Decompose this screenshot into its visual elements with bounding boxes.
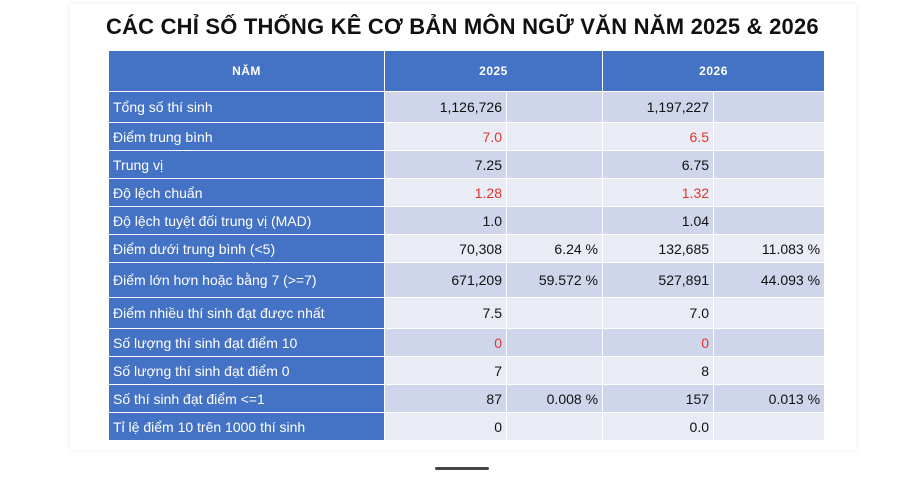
value-2025: 671,209 — [384, 262, 507, 298]
value-2026: 0 — [602, 328, 715, 357]
value-2025: 7 — [384, 356, 507, 385]
table-row: Điểm dưới trung bình (<5) 70,308 6.24 % 132… — [108, 234, 826, 263]
table-row: Điểm nhiều thí sinh đạt được nhất 7.5 7.0 — [108, 297, 826, 329]
percent-2026: 11.083 % — [713, 234, 826, 263]
value-2026: 6.75 — [602, 150, 715, 179]
value-2026: 1.04 — [602, 206, 715, 235]
percent-2025 — [505, 178, 604, 207]
percent-2025 — [505, 150, 604, 179]
value-2026: 157 — [602, 384, 715, 413]
table-row: Tổng số thí sinh 1,126,726 1,197,227 — [108, 91, 826, 123]
value-2026: 7.0 — [602, 297, 715, 329]
statistics-table: NĂM 2025 2026 Tổng số thí sinh 1,126,726 1… — [108, 50, 826, 441]
value-2025: 7.5 — [384, 297, 507, 329]
row-label: Số thí sinh đạt điểm <=1 — [108, 384, 385, 413]
table-row: Độ lệch chuẩn 1.28 1.32 — [108, 178, 826, 207]
value-2025: 87 — [384, 384, 507, 413]
row-label: Trung vị — [108, 150, 385, 179]
percent-2026 — [713, 328, 826, 357]
percent-2025 — [505, 297, 604, 329]
table-row: Điểm trung bình 7.0 6.5 — [108, 122, 826, 151]
value-2026: 6.5 — [602, 122, 715, 151]
row-label: Điểm nhiều thí sinh đạt được nhất — [108, 297, 385, 329]
percent-2026: 0.013 % — [713, 384, 826, 413]
value-2025: 70,308 — [384, 234, 507, 263]
scroll-indicator — [435, 467, 489, 470]
percent-2025 — [505, 91, 604, 123]
percent-2025: 0.008 % — [505, 384, 604, 413]
percent-2026 — [713, 91, 826, 123]
value-2026: 0.0 — [602, 412, 715, 441]
row-label: Điểm dưới trung bình (<5) — [108, 234, 385, 263]
percent-2025 — [505, 206, 604, 235]
value-2025: 1.0 — [384, 206, 507, 235]
header-2025: 2025 — [383, 50, 604, 92]
percent-2025: 59.572 % — [505, 262, 604, 298]
percent-2025 — [505, 412, 604, 441]
header-year: NĂM — [108, 50, 385, 92]
percent-2025 — [505, 328, 604, 357]
row-label: Điểm lớn hơn hoặc bằng 7 (>=7) — [108, 262, 385, 298]
percent-2026 — [713, 206, 826, 235]
value-2025: 7.25 — [384, 150, 507, 179]
row-label: Tổng số thí sinh — [108, 91, 385, 123]
percent-2025 — [505, 356, 604, 385]
value-2025: 1,126,726 — [384, 91, 507, 123]
value-2026: 1.32 — [602, 178, 715, 207]
percent-2026 — [713, 297, 826, 329]
percent-2026 — [713, 150, 826, 179]
percent-2026 — [713, 356, 826, 385]
header-2026: 2026 — [602, 50, 826, 92]
value-2025: 7.0 — [384, 122, 507, 151]
table-row: Tỉ lệ điểm 10 trên 1000 thí sinh 0 0.0 — [108, 412, 826, 441]
table-row: Độ lệch tuyệt đối trung vị (MAD) 1.0 1.04 — [108, 206, 826, 235]
value-2026: 527,891 — [602, 262, 715, 298]
value-2025: 1.28 — [384, 178, 507, 207]
value-2025: 0 — [384, 328, 507, 357]
row-label: Tỉ lệ điểm 10 trên 1000 thí sinh — [108, 412, 385, 441]
table-row: Số lượng thí sinh đạt điểm 10 0 0 — [108, 328, 826, 357]
value-2026: 132,685 — [602, 234, 715, 263]
table-row: Số thí sinh đạt điểm <=1 87 0.008 % 157 0.01… — [108, 384, 826, 413]
row-label: Độ lệch tuyệt đối trung vị (MAD) — [108, 206, 385, 235]
row-label: Điểm trung bình — [108, 122, 385, 151]
percent-2026: 44.093 % — [713, 262, 826, 298]
percent-2025 — [505, 122, 604, 151]
row-label: Độ lệch chuẩn — [108, 178, 385, 207]
table-row: Điểm lớn hơn hoặc bằng 7 (>=7) 671,209 59.… — [108, 262, 826, 298]
percent-2025: 6.24 % — [505, 234, 604, 263]
row-label: Số lượng thí sinh đạt điểm 0 — [108, 356, 385, 385]
percent-2026 — [713, 178, 826, 207]
percent-2026 — [713, 412, 826, 441]
table-header-row: NĂM 2025 2026 — [108, 50, 826, 92]
value-2026: 1,197,227 — [602, 91, 715, 123]
page-title: CÁC CHỈ SỐ THỐNG KÊ CƠ BẢN MÔN NGỮ VĂN N… — [106, 14, 819, 39]
value-2025: 0 — [384, 412, 507, 441]
row-label: Số lượng thí sinh đạt điểm 10 — [108, 328, 385, 357]
value-2026: 8 — [602, 356, 715, 385]
percent-2026 — [713, 122, 826, 151]
table-row: Trung vị 7.25 6.75 — [108, 150, 826, 179]
